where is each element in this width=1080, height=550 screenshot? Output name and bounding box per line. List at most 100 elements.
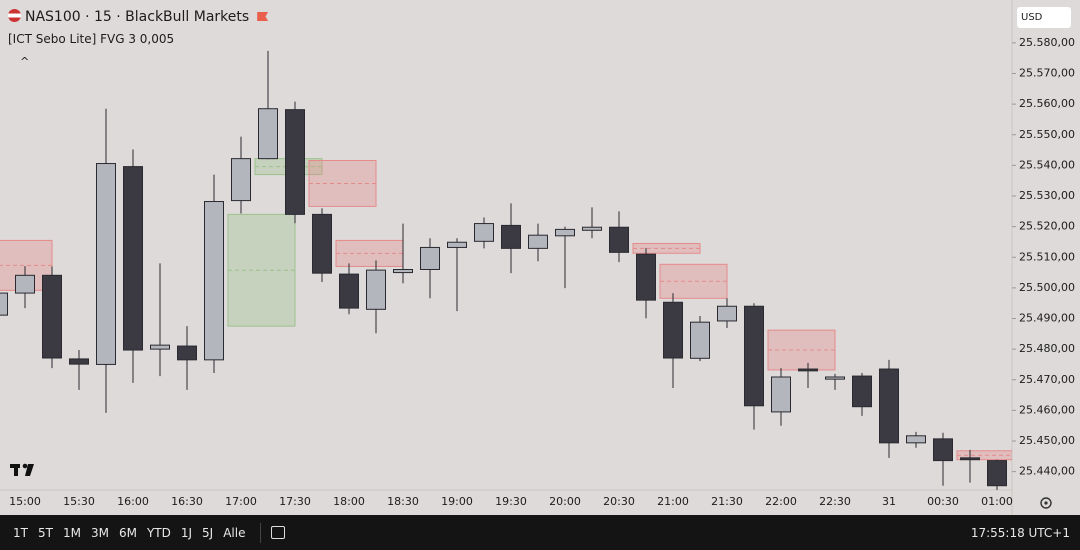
y-tick-label: 25.440,00 (1019, 465, 1075, 478)
candle-body (231, 158, 251, 202)
x-tick-label: 17:00 (225, 495, 257, 508)
timeframe-group: 1T 5T 1M 3M 6M YTD 1J 5J Alle (8, 526, 250, 540)
timeframe-button[interactable]: 5J (202, 525, 214, 540)
x-tick-label: 22:00 (765, 495, 797, 508)
x-tick-label: 22:30 (819, 495, 851, 508)
symbol-title[interactable]: NAS100 · 15 · BlackBull Markets (25, 9, 250, 25)
y-tick-label: 25.470,00 (1019, 373, 1075, 386)
y-tick-label: 25.540,00 (1019, 158, 1075, 171)
x-tick-label: 20:30 (603, 495, 635, 508)
y-tick-label: 25.560,00 (1019, 97, 1075, 110)
collapse-icon[interactable]: ^ (20, 55, 29, 68)
candle-body (879, 368, 899, 444)
candle-body (123, 166, 143, 351)
y-tick-label: 25.570,00 (1019, 67, 1075, 80)
timeframe-button[interactable]: 3M (90, 525, 109, 540)
timeframe-button[interactable]: 6M (118, 525, 137, 540)
status-flag (257, 12, 269, 21)
candle-body (474, 223, 494, 242)
candle-body (933, 438, 953, 462)
candle-body (393, 269, 413, 274)
x-tick-label: 19:00 (441, 495, 473, 508)
candle-body (0, 292, 8, 316)
x-tick-label: 00:30 (927, 495, 959, 508)
candle-body (960, 457, 980, 461)
timeframe-button[interactable]: YTD (146, 525, 171, 540)
timeframe-button[interactable]: 1T (13, 525, 28, 540)
x-tick-label: 15:00 (9, 495, 41, 508)
candle-body (825, 376, 845, 380)
candle-body (555, 228, 575, 237)
candle-body (285, 109, 305, 215)
candle-body (15, 274, 35, 294)
candle-body (906, 435, 926, 444)
timeframe-button[interactable]: 5T (37, 525, 53, 540)
candle-body (771, 376, 791, 413)
candle-body (528, 234, 548, 249)
y-tick-label: 25.520,00 (1019, 220, 1075, 233)
candle-body (690, 321, 710, 359)
chart-background (0, 0, 1080, 515)
currency-button[interactable]: USD (1017, 7, 1071, 28)
plot-area (0, 50, 1012, 490)
candle-body (150, 344, 170, 350)
x-tick-label: 31 (882, 495, 896, 508)
tv-logo (10, 463, 34, 476)
candle-body (42, 274, 62, 359)
x-tick-label: 18:00 (333, 495, 365, 508)
clock: 17:55:18 UTC+1 (970, 525, 1070, 540)
candle-body (987, 460, 1007, 487)
y-tick-label: 25.580,00 (1019, 36, 1075, 49)
candle-body (717, 305, 737, 322)
candle-body (798, 368, 818, 372)
timeframe-button[interactable]: Alle (223, 525, 246, 540)
candle-body (204, 201, 224, 361)
candle-body (177, 345, 197, 361)
symbol-header: NAS100 · 15 · BlackBull Markets (8, 9, 269, 25)
candle-body (744, 305, 764, 407)
candle-body (582, 226, 602, 231)
candle-body (258, 108, 278, 160)
fvg-zone (308, 159, 377, 207)
y-tick-label: 25.460,00 (1019, 403, 1075, 416)
y-tick-label: 25.490,00 (1019, 312, 1075, 325)
indicator-label[interactable]: [ICT Sebo Lite] FVG 3 0,005 (8, 32, 175, 46)
fvg-zone (335, 239, 404, 267)
candle-body (420, 246, 440, 270)
chart: ^ 25.440,00 25.450,00 25.460,00 25.470,00 25… (0, 0, 1080, 515)
candle-body (447, 241, 467, 248)
bottom-toolbar: 1T 5T 1M 3M 6M YTD 1J 5J Alle 17:55:18 UTC+1 (0, 515, 1080, 550)
x-tick-label: 17:30 (279, 495, 311, 508)
separator (260, 522, 262, 543)
y-tick-label: 25.500,00 (1019, 281, 1075, 294)
date-range-icon[interactable] (271, 526, 286, 539)
timeframe-button[interactable]: 1M (62, 525, 81, 540)
candle-body (312, 213, 332, 274)
x-tick-label: 19:30 (495, 495, 527, 508)
candle-body (852, 375, 872, 408)
x-tick-label: 21:30 (711, 495, 743, 508)
y-tick-label: 25.510,00 (1019, 250, 1075, 263)
fvg-zone (767, 329, 836, 371)
candle-body (96, 163, 116, 365)
x-tick-label: 20:00 (549, 495, 581, 508)
x-tick-label: 18:30 (387, 495, 419, 508)
x-tick-label: 16:30 (171, 495, 203, 508)
candle-body (609, 226, 629, 253)
candle-body (339, 273, 359, 309)
x-tick-label: 21:00 (657, 495, 689, 508)
y-tick-label: 25.530,00 (1019, 189, 1075, 202)
y-tick-label: 25.480,00 (1019, 342, 1075, 355)
y-tick-label: 25.550,00 (1019, 128, 1075, 141)
timeframe-button[interactable]: 1J (180, 525, 193, 540)
candle-body (663, 301, 683, 359)
x-tick-label: 15:30 (63, 495, 95, 508)
x-tick-label: 16:00 (117, 495, 149, 508)
flag-icon (8, 9, 21, 22)
candle-body (636, 253, 656, 301)
settings-icon[interactable] (1040, 497, 1052, 509)
x-tick-label: 01:00 (981, 495, 1013, 508)
candle-body (366, 269, 386, 310)
y-tick-label: 25.450,00 (1019, 434, 1075, 447)
